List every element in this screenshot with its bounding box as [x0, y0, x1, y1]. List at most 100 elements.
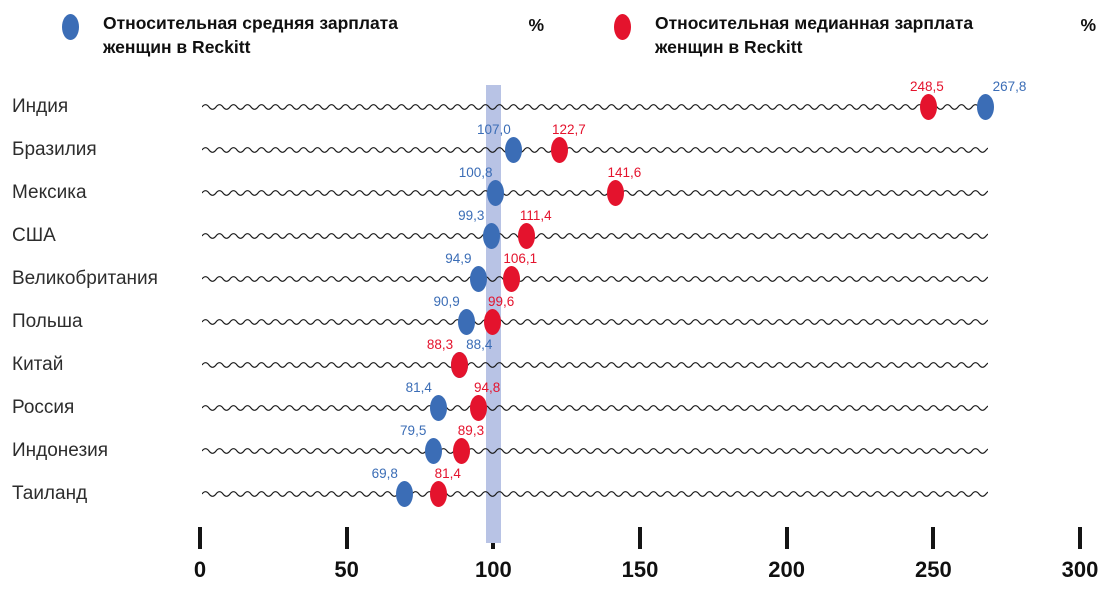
legend-median-unit: %: [1080, 15, 1096, 35]
wavy-line: [202, 189, 988, 196]
median-value-label: 89,3: [457, 423, 485, 439]
median-dot: [502, 265, 520, 292]
wavy-line: [202, 447, 988, 454]
row-plot: 100,8 141,6: [200, 165, 1080, 214]
median-dot: [469, 394, 487, 421]
median-value-label: 99,6: [488, 294, 515, 310]
median-value-label: 141,6: [607, 165, 642, 181]
chart-row: Россия 81,4 94,8: [0, 380, 1120, 429]
average-dot: [505, 136, 523, 163]
average-value-label: 107,0: [476, 122, 511, 138]
median-dot: [453, 437, 471, 464]
median-value-label: 88,3: [426, 337, 454, 353]
chart-row: Мексика 100,8 141,6: [0, 165, 1120, 214]
median-value-label: 81,4: [434, 466, 461, 482]
row-plot: 69,8 81,4: [200, 466, 1080, 515]
axis-tick-label: 200: [768, 557, 806, 583]
country-label: Индия: [12, 95, 69, 117]
row-plot: 81,4 94,8: [200, 380, 1080, 429]
median-value-label: 248,5: [910, 79, 944, 95]
median-dot: [430, 480, 448, 507]
median-dot: [551, 136, 569, 163]
legend-average-unit: %: [528, 15, 544, 35]
country-label: Великобритания: [12, 267, 158, 289]
average-value-label: 69,8: [371, 466, 398, 482]
chart-area: Индия 267,8 248,5 Бразилия 107,0 122,7 Мексика…: [0, 79, 1120, 599]
average-dot: [424, 437, 442, 464]
axis-tick-label: 250: [914, 557, 952, 583]
average-value-label: 100,8: [458, 165, 493, 181]
average-value-label: 81,4: [405, 380, 432, 396]
row-plot: 90,9 99,6: [200, 294, 1080, 343]
chart-row: Польша 90,9 99,6: [0, 294, 1120, 343]
median-value-label: 106,1: [503, 251, 538, 267]
country-label: Бразилия: [12, 138, 97, 160]
average-dot: [977, 93, 995, 120]
legend-item-average: Относительная средняя зарплата женщин в …: [62, 12, 544, 59]
average-value-label: 94,9: [445, 251, 472, 267]
median-dot: [606, 179, 624, 206]
wavy-line: [202, 103, 988, 110]
average-dot: [396, 480, 414, 507]
country-label: США: [12, 224, 56, 246]
axis-tick-label: 300: [1061, 557, 1099, 583]
median-dot: [483, 308, 501, 335]
wavy-line: [202, 404, 988, 411]
wavy-line: [202, 490, 988, 497]
chart-row: Таиланд 69,8 81,4: [0, 466, 1120, 515]
wavy-line: [202, 146, 988, 153]
wavy-line: [202, 361, 988, 368]
chart-row: Китай 88,4 88,3: [0, 337, 1120, 386]
country-label: Россия: [12, 396, 75, 418]
median-value-label: 94,8: [473, 380, 501, 396]
plot-rows: Индия 267,8 248,5 Бразилия 107,0 122,7 Мексика…: [0, 79, 1120, 515]
chart-row: США 99,3 111,4: [0, 208, 1120, 257]
legend-item-median: Относительная медианная зарплата женщин …: [614, 12, 1096, 59]
average-dot: [469, 265, 487, 292]
legend-average-label: Относительная средняя зарплата женщин в …: [103, 13, 398, 57]
axis-tick-label: 0: [193, 557, 207, 583]
wavy-line: [202, 232, 988, 239]
axis-tick: [931, 527, 936, 550]
median-dot-icon: [614, 14, 631, 40]
median-value-label: 111,4: [519, 208, 552, 224]
wavy-line: [202, 318, 988, 325]
country-label: Таиланд: [12, 482, 88, 504]
median-dot: [518, 222, 536, 249]
country-label: Индонезия: [12, 439, 109, 461]
median-dot: [920, 93, 938, 120]
median-dot: [450, 351, 468, 378]
legend-median-label: Относительная медианная зарплата женщин …: [655, 13, 974, 57]
average-dot: [458, 308, 476, 335]
axis-tick: [198, 527, 202, 550]
chart-row: Индонезия 79,5 89,3: [0, 423, 1120, 472]
average-dot: [430, 394, 448, 421]
axis-tick: [638, 527, 642, 550]
axis-tick-label: 150: [621, 557, 659, 583]
axis-tick: [1078, 527, 1082, 550]
row-plot: 99,3 111,4: [200, 208, 1080, 257]
axis-tick-label: 100: [474, 557, 512, 583]
chart-row: Великобритания 94,9 106,1: [0, 251, 1120, 300]
row-plot: 94,9 106,1: [200, 251, 1080, 300]
average-dot: [482, 222, 500, 249]
country-label: Мексика: [12, 181, 87, 203]
median-value-label: 122,7: [552, 122, 586, 138]
wavy-line: [202, 275, 988, 282]
chart-row: Индия 267,8 248,5: [0, 79, 1120, 128]
country-label: Польша: [12, 310, 83, 332]
average-value-label: 99,3: [458, 208, 485, 224]
average-value-label: 90,9: [433, 294, 460, 310]
x-axis: 0 50 100 150 200 250 300: [0, 527, 1120, 599]
axis-tick: [344, 527, 349, 550]
axis-tick-label: 50: [334, 557, 359, 583]
average-value-label: 79,5: [400, 423, 427, 439]
chart-legend: Относительная средняя зарплата женщин в …: [0, 0, 1120, 59]
row-plot: 107,0 122,7: [200, 122, 1080, 171]
average-value-label: 88,4: [466, 337, 493, 353]
average-value-label: 267,8: [992, 79, 1027, 95]
axis-tick: [784, 527, 789, 550]
row-plot: 88,4 88,3: [200, 337, 1080, 386]
chart-row: Бразилия 107,0 122,7: [0, 122, 1120, 171]
